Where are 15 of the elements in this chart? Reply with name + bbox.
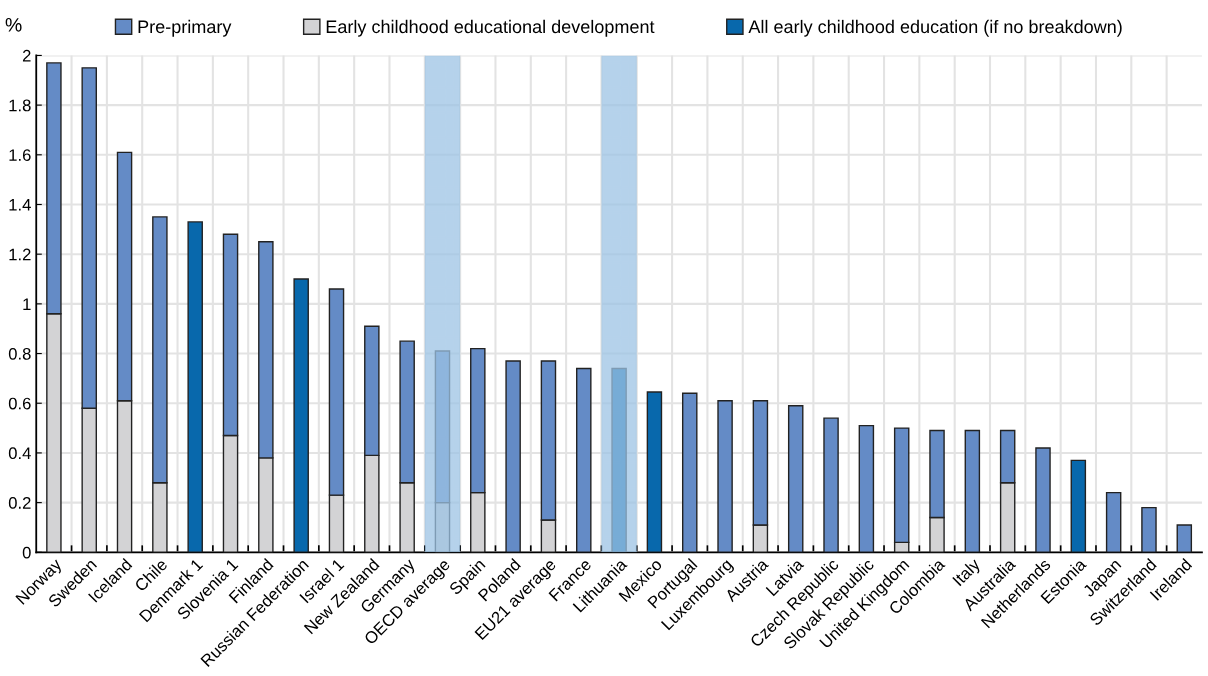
y-tick-label: 0 <box>22 546 31 559</box>
y-tick-label: 0.8 <box>8 347 31 360</box>
y-tick-label: 1.6 <box>9 149 31 162</box>
y-tick-label: 0.2 <box>8 497 31 509</box>
legend-label: All early childhood education (if no breakdown) <box>748 19 1122 37</box>
y-tick-label: 1.4 <box>9 199 31 211</box>
y-tick-label: 1.2 <box>9 248 31 261</box>
legend-label: Early childhood educational development <box>326 19 655 37</box>
y-tick-label: 0.6 <box>8 397 31 410</box>
y-tick-label: 0.4 <box>8 447 31 460</box>
y-tick-label: 2 <box>22 49 31 62</box>
y-tick-label: 1 <box>23 298 31 310</box>
y-axis-title: % <box>5 18 22 32</box>
y-tick-label: 1.8 <box>9 99 31 112</box>
legend-label: Pre-primary <box>138 19 232 37</box>
